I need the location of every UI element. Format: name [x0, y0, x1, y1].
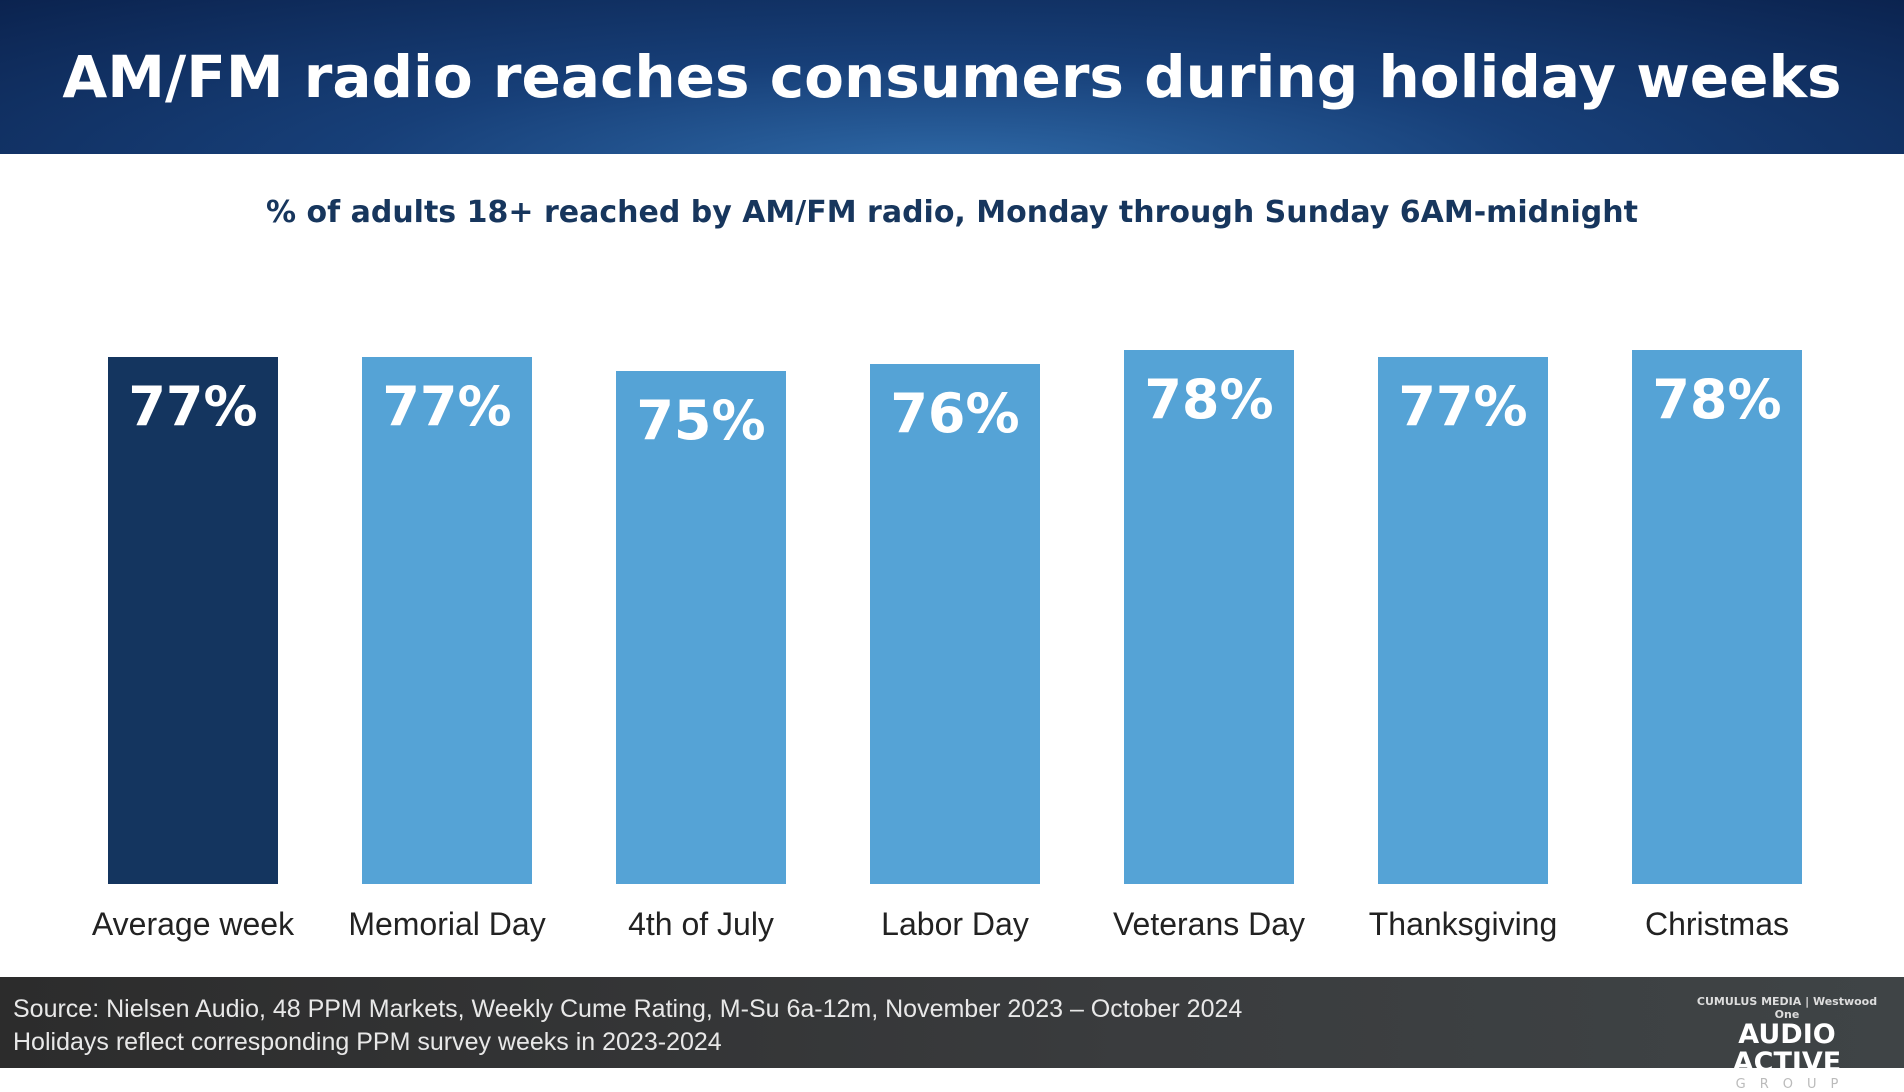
category-label: Labor Day [881, 906, 1029, 942]
bar-value-label: 78% [1144, 368, 1274, 432]
bar-0: 77% [108, 357, 278, 884]
logo-main: AUDIO ACTIVE [1732, 1019, 1842, 1078]
chart-title: AM/FM radio reaches consumers during hol… [62, 43, 1842, 111]
bar-4: 78% [1124, 350, 1294, 884]
chart-subtitle: % of adults 18+ reached by AM/FM radio, … [266, 195, 1638, 230]
bar-value-label: 75% [636, 389, 766, 452]
bar-value-label: 78% [1652, 368, 1782, 432]
category-label: Veterans Day [1112, 906, 1306, 942]
bar-value-label: 76% [890, 382, 1020, 446]
category-label: Average week [91, 906, 295, 942]
category-label: Christmas [1644, 906, 1789, 942]
bar-value-label: 77% [1398, 375, 1528, 439]
logo-sub: GROUP [1735, 1077, 1853, 1092]
bar-chart: 77% Average week 77% Memorial Day 75% 4th of … [91, 350, 1802, 942]
source-text: Source: Nielsen Audio, 48 PPM Markets, W… [13, 995, 1243, 1023]
title-banner: AM/FM radio reaches consumers during hol… [0, 0, 1904, 154]
bar-3: 76% [870, 364, 1040, 884]
bar-2: 75% [616, 371, 786, 884]
bar-value-label: 77% [128, 375, 258, 439]
bar-5: 77% [1378, 357, 1548, 884]
category-label: Thanksgiving [1368, 906, 1558, 942]
bar-1: 77% [362, 357, 532, 884]
bar-6: 78% [1632, 350, 1802, 884]
category-label: 4th of July [628, 906, 774, 942]
logo-top: CUMULUS MEDIA | Westwood One [1696, 995, 1878, 1021]
footer: Source: Nielsen Audio, 48 PPM Markets, W… [0, 977, 1904, 1092]
bar-value-label: 77% [382, 375, 512, 439]
note-text: Holidays reflect corresponding PPM surve… [13, 1028, 722, 1056]
category-label: Memorial Day [348, 906, 546, 942]
audio-active-group-logo: CUMULUS MEDIA | Westwood One AUDIO ACTIV… [1692, 995, 1882, 1092]
